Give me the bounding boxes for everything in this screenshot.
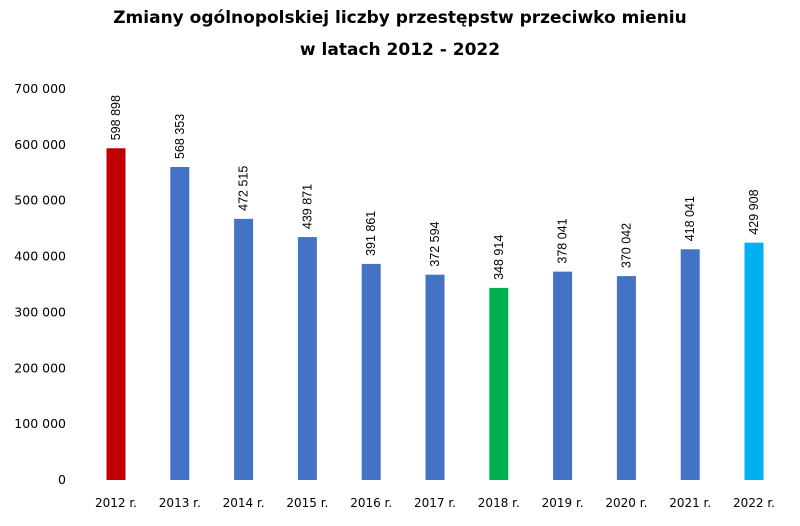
x-tick-label: 2015 r. bbox=[286, 496, 328, 510]
x-tick-label: 2018 r. bbox=[478, 496, 520, 510]
x-tick-label: 2020 r. bbox=[605, 496, 647, 510]
y-tick-label: 500 000 bbox=[14, 193, 66, 208]
data-label: 391 861 bbox=[364, 211, 378, 256]
data-label: 370 042 bbox=[619, 223, 633, 268]
bar bbox=[106, 148, 126, 480]
x-tick-label: 2019 r. bbox=[542, 496, 584, 510]
x-tick-label: 2021 r. bbox=[669, 496, 711, 510]
data-label: 348 914 bbox=[492, 235, 506, 280]
x-tick-label: 2017 r. bbox=[414, 496, 456, 510]
x-tick-label: 2014 r. bbox=[223, 496, 265, 510]
bar bbox=[489, 287, 509, 480]
x-tick-label: 2013 r. bbox=[159, 496, 201, 510]
data-label: 372 594 bbox=[428, 221, 442, 266]
bar bbox=[680, 249, 700, 480]
y-tick-label: 200 000 bbox=[14, 360, 66, 375]
chart-title: Zmiany ogólnopolskiej liczby przestępstw… bbox=[0, 2, 800, 66]
y-tick-label: 600 000 bbox=[14, 137, 66, 152]
bar bbox=[425, 274, 445, 480]
bar bbox=[744, 242, 764, 480]
data-label: 418 041 bbox=[683, 196, 697, 241]
chart-title-line-2: w latach 2012 - 2022 bbox=[299, 40, 501, 60]
x-tick-label: 2022 r. bbox=[733, 496, 775, 510]
y-tick-label: 100 000 bbox=[14, 416, 66, 431]
bar bbox=[616, 276, 636, 480]
x-tick-label: 2012 r. bbox=[95, 496, 137, 510]
data-label: 378 041 bbox=[556, 218, 570, 263]
bar bbox=[361, 263, 381, 480]
y-tick-label: 0 bbox=[58, 472, 66, 487]
y-tick-label: 700 000 bbox=[14, 81, 66, 96]
y-tick-label: 400 000 bbox=[14, 249, 66, 264]
bar bbox=[297, 237, 317, 480]
bar bbox=[234, 218, 254, 480]
data-label: 439 871 bbox=[300, 184, 314, 229]
y-tick-label: 300 000 bbox=[14, 304, 66, 319]
data-label: 472 515 bbox=[237, 166, 251, 211]
x-tick-label: 2016 r. bbox=[350, 496, 392, 510]
data-label: 598 898 bbox=[109, 95, 123, 140]
data-label: 568 353 bbox=[173, 114, 187, 159]
bar bbox=[553, 271, 573, 480]
chart-title-line-1: Zmiany ogólnopolskiej liczby przestępstw… bbox=[113, 8, 687, 28]
data-label: 429 908 bbox=[747, 189, 761, 234]
bar bbox=[170, 167, 190, 481]
